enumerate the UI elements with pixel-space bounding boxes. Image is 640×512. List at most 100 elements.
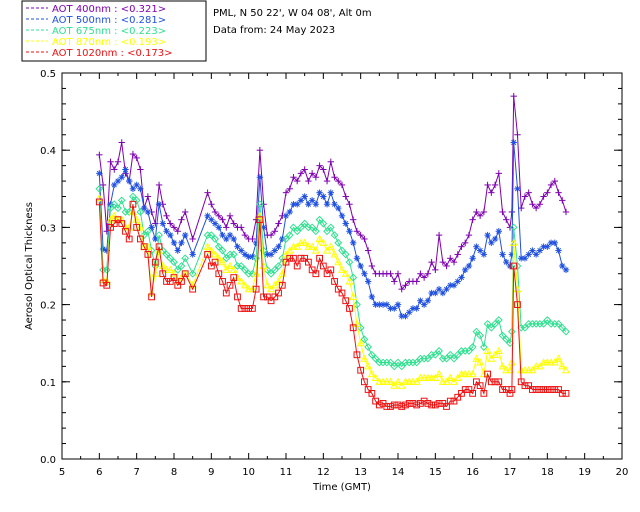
data-point bbox=[561, 365, 571, 374]
data-point bbox=[95, 198, 103, 206]
data-point bbox=[114, 177, 122, 185]
data-point bbox=[211, 220, 219, 227]
data-point bbox=[409, 400, 417, 407]
legend-box bbox=[21, 0, 207, 62]
data-point bbox=[163, 228, 170, 235]
data-point bbox=[454, 278, 461, 285]
series-3 bbox=[95, 184, 570, 371]
data-point bbox=[252, 285, 260, 293]
data-point bbox=[312, 174, 320, 181]
data-point bbox=[323, 227, 331, 236]
data-point bbox=[495, 170, 502, 177]
data-point bbox=[503, 216, 510, 223]
data-point bbox=[361, 235, 368, 243]
data-point bbox=[166, 265, 175, 273]
data-point bbox=[367, 350, 376, 359]
site-info: PML, N 50 22', W 04 08', Alt 0m Data from… bbox=[213, 8, 372, 36]
data-point bbox=[402, 401, 409, 409]
data-point bbox=[331, 278, 338, 285]
data-point bbox=[491, 378, 499, 386]
data-point bbox=[390, 401, 398, 409]
data-point bbox=[99, 181, 107, 189]
data-point bbox=[334, 285, 342, 293]
data-point bbox=[338, 212, 346, 220]
series-2 bbox=[96, 139, 570, 320]
data-point bbox=[476, 331, 485, 340]
x-tick-label: 19 bbox=[578, 467, 591, 478]
data-point bbox=[290, 201, 297, 208]
data-point bbox=[488, 239, 495, 247]
data-point bbox=[129, 200, 137, 208]
data-point bbox=[140, 243, 148, 251]
data-point bbox=[386, 377, 395, 385]
data-point bbox=[311, 246, 320, 254]
data-point bbox=[323, 246, 332, 254]
data-point bbox=[532, 251, 540, 258]
data-point bbox=[394, 401, 402, 409]
data-point bbox=[275, 220, 282, 227]
data-point bbox=[143, 242, 152, 250]
x-tick-label: 16 bbox=[466, 467, 479, 478]
data-point bbox=[428, 289, 435, 297]
x-tick-label: 10 bbox=[242, 467, 255, 478]
data-point bbox=[394, 358, 402, 367]
data-point bbox=[453, 373, 462, 381]
data-point bbox=[238, 247, 245, 254]
data-point bbox=[454, 251, 461, 258]
data-point bbox=[106, 215, 115, 223]
data-point bbox=[450, 354, 458, 363]
data-point bbox=[117, 196, 126, 205]
data-point bbox=[316, 254, 323, 262]
data-point bbox=[106, 204, 115, 213]
data-point bbox=[305, 201, 312, 208]
data-point bbox=[278, 281, 286, 289]
data-point bbox=[129, 185, 137, 192]
data-point bbox=[241, 265, 249, 274]
data-point bbox=[274, 262, 283, 270]
data-point bbox=[136, 208, 145, 216]
data-point bbox=[211, 250, 220, 258]
data-point bbox=[368, 293, 376, 301]
data-point bbox=[118, 220, 126, 227]
data-point bbox=[412, 377, 421, 385]
data-point bbox=[122, 166, 129, 173]
data-point bbox=[207, 262, 215, 270]
data-point bbox=[274, 277, 283, 285]
data-point bbox=[162, 250, 171, 259]
data-point bbox=[103, 281, 111, 289]
data-point bbox=[562, 390, 570, 397]
data-point bbox=[248, 284, 257, 293]
x-tick-label: 12 bbox=[317, 467, 330, 478]
data-point bbox=[286, 208, 293, 216]
data-point bbox=[465, 262, 473, 270]
y-tick-label: 0.4 bbox=[40, 146, 56, 157]
data-point bbox=[543, 316, 552, 324]
data-point bbox=[431, 401, 439, 409]
data-point bbox=[335, 177, 342, 185]
data-point bbox=[222, 265, 231, 273]
data-point bbox=[173, 265, 182, 274]
data-point bbox=[323, 201, 331, 208]
legend-entry: AOT 1020nm : <0.173> bbox=[52, 48, 172, 59]
data-point bbox=[450, 282, 458, 289]
data-point bbox=[550, 358, 559, 366]
data-point bbox=[320, 166, 327, 173]
data-point bbox=[417, 297, 424, 304]
data-point bbox=[170, 224, 178, 231]
data-point bbox=[271, 228, 278, 235]
data-point bbox=[555, 189, 562, 196]
data-point bbox=[476, 358, 485, 366]
data-point bbox=[376, 301, 383, 308]
data-point bbox=[554, 354, 563, 362]
data-point bbox=[327, 158, 334, 165]
data-point bbox=[543, 386, 551, 393]
x-axis-label: Time (GMT) bbox=[312, 482, 371, 493]
data-point bbox=[435, 369, 444, 378]
data-point bbox=[387, 403, 394, 410]
data-point bbox=[341, 269, 350, 277]
data-point bbox=[353, 300, 361, 309]
data-point bbox=[125, 235, 133, 243]
data-point bbox=[305, 258, 312, 266]
data-point bbox=[458, 390, 465, 397]
data-point bbox=[338, 181, 346, 189]
